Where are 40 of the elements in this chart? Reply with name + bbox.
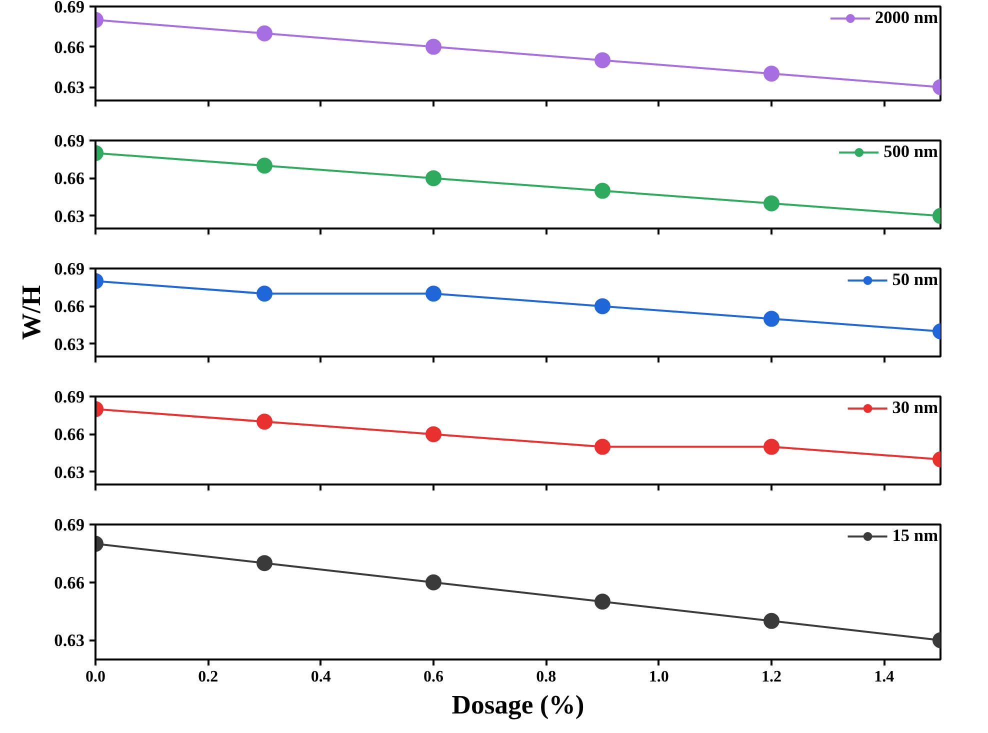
legend-label: 30 nm: [892, 398, 938, 418]
y-tick-label: 0.69: [54, 0, 85, 16]
x-tick-label: 1.4: [874, 668, 894, 686]
y-tick-label: 0.66: [54, 297, 85, 316]
y-tick-label: 0.69: [54, 132, 85, 150]
x-axis-title: Dosage (%): [452, 690, 584, 720]
y-tick-label: 0.63: [54, 78, 85, 98]
point: [426, 286, 442, 302]
point: [594, 182, 610, 199]
point: [594, 298, 610, 314]
x-tick-label: 0.6: [424, 668, 444, 686]
legend-label: 500 nm: [884, 142, 938, 162]
point: [594, 438, 610, 455]
y-axis-title: W/H: [16, 284, 46, 340]
y-tick-label: 0.63: [54, 462, 85, 482]
legend-label: 2000 nm: [874, 8, 938, 28]
y-tick-label: 0.69: [54, 388, 85, 406]
x-tick-label: 0.0: [86, 668, 106, 686]
point: [426, 426, 442, 442]
point: [426, 170, 442, 186]
y-tick-label: 0.63: [54, 334, 85, 354]
legend-label: 50 nm: [892, 270, 938, 290]
y-tick-label: 0.69: [54, 516, 85, 534]
y-tick-label: 0.63: [54, 206, 85, 226]
legend-label: 15 nm: [892, 526, 938, 546]
y-tick-label: 0.69: [54, 260, 85, 278]
point: [594, 594, 610, 610]
x-tick-label: 1.2: [762, 668, 782, 686]
x-tick-label: 0.4: [310, 668, 331, 686]
y-tick-label: 0.66: [54, 38, 85, 57]
x-tick-label: 0.8: [536, 668, 556, 686]
point: [426, 38, 442, 55]
point: [426, 574, 442, 590]
point: [594, 52, 610, 68]
y-tick-label: 0.63: [54, 631, 85, 650]
y-tick-label: 0.66: [54, 425, 85, 444]
x-tick-label: 1.0: [648, 668, 669, 686]
x-tick-label: 0.2: [198, 668, 218, 686]
y-tick-label: 0.66: [54, 169, 85, 188]
y-tick-label: 0.66: [54, 573, 85, 592]
